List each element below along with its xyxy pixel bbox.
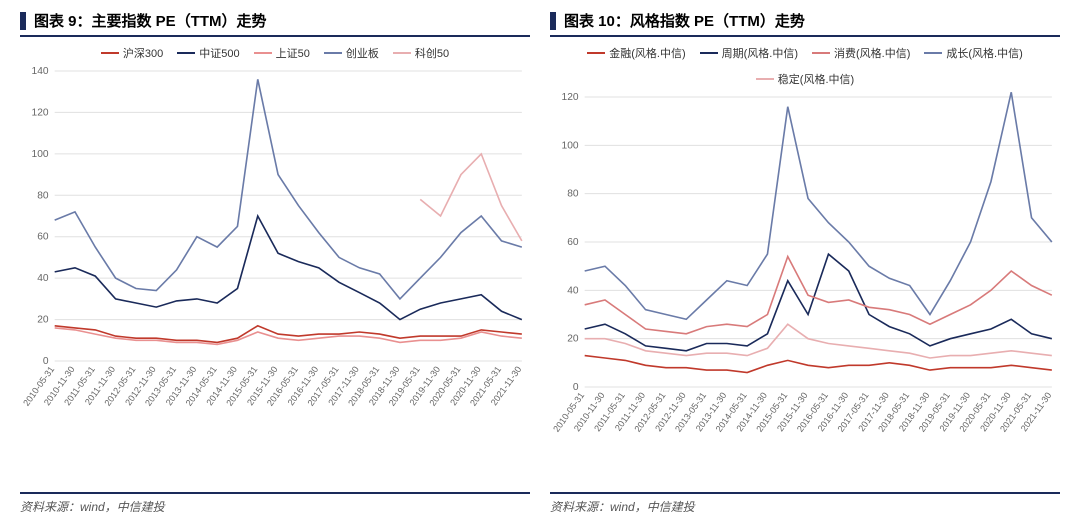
legend-swatch xyxy=(700,52,718,54)
svg-text:100: 100 xyxy=(32,149,49,160)
chart-title: 图表 10：风格指数 PE（TTM）走势 xyxy=(564,10,805,31)
series-line xyxy=(420,154,522,241)
legend-label: 周期(风格.中信) xyxy=(722,45,798,61)
title-bar: 图表 10：风格指数 PE（TTM）走势 xyxy=(550,10,1060,37)
series-line xyxy=(585,356,1052,373)
legend-item: 沪深300 xyxy=(101,45,163,61)
source-text: 资料来源：wind，中信建投 xyxy=(20,498,530,515)
series-line xyxy=(55,216,522,320)
chart-container-right: 金融(风格.中信) 周期(风格.中信) 消费(风格.中信) 成长(风格.中信) 稳定(风… xyxy=(550,45,1060,488)
svg-text:40: 40 xyxy=(567,285,579,296)
legend-swatch xyxy=(756,78,774,80)
series-line xyxy=(585,254,1052,351)
line-chart-left: 0204060801001201402010-05-312010-11-3020… xyxy=(20,65,530,445)
series-line xyxy=(585,257,1052,334)
chart-container-left: 沪深300中证500上证50创业板科创50 020406080100120140… xyxy=(20,45,530,488)
legend-item: 周期(风格.中信) xyxy=(700,45,798,61)
legend-item: 上证50 xyxy=(254,45,310,61)
panel-right: 图表 10：风格指数 PE（TTM）走势 金融(风格.中信) 周期(风格.中信) 消… xyxy=(550,10,1060,515)
legend-label: 科创50 xyxy=(415,45,449,61)
legend-label: 消费(风格.中信) xyxy=(834,45,910,61)
legend-swatch xyxy=(587,52,605,54)
legend-item: 成长(风格.中信) xyxy=(924,45,1022,61)
title-bar: 图表 9：主要指数 PE（TTM）走势 xyxy=(20,10,530,37)
legend-swatch xyxy=(101,52,119,54)
chart-title: 图表 9：主要指数 PE（TTM）走势 xyxy=(34,10,267,31)
legend-left: 沪深300 中证500 上证50 创业板 科创50 xyxy=(20,45,530,61)
svg-text:80: 80 xyxy=(567,189,579,200)
legend-label: 上证50 xyxy=(276,45,310,61)
title-accent xyxy=(20,12,26,30)
svg-text:100: 100 xyxy=(562,140,579,151)
legend-item: 消费(风格.中信) xyxy=(812,45,910,61)
svg-text:60: 60 xyxy=(37,232,49,243)
legend-item: 创业板 xyxy=(324,45,379,61)
svg-text:140: 140 xyxy=(32,66,49,77)
title-accent xyxy=(550,12,556,30)
legend-item: 金融(风格.中信) xyxy=(587,45,685,61)
svg-text:60: 60 xyxy=(567,237,579,248)
legend-label: 中证500 xyxy=(199,45,239,61)
series-line xyxy=(585,324,1052,358)
legend-label: 金融(风格.中信) xyxy=(609,45,685,61)
footer-left: 资料来源：wind，中信建投 xyxy=(20,492,530,515)
legend-swatch xyxy=(393,52,411,54)
line-chart-right: 0204060801001202010-05-312010-11-302011-… xyxy=(550,91,1060,471)
source-text: 资料来源：wind，中信建投 xyxy=(550,498,1060,515)
legend-swatch xyxy=(254,52,272,54)
legend-item: 中证500 xyxy=(177,45,239,61)
svg-text:120: 120 xyxy=(562,92,579,103)
legend-swatch xyxy=(812,52,830,54)
legend-swatch xyxy=(324,52,342,54)
svg-text:120: 120 xyxy=(32,108,49,119)
legend-label: 稳定(风格.中信) xyxy=(778,71,854,87)
legend-label: 沪深300 xyxy=(123,45,163,61)
legend-label: 成长(风格.中信) xyxy=(946,45,1022,61)
svg-text:20: 20 xyxy=(37,315,49,326)
legend-swatch xyxy=(924,52,942,54)
legend-swatch xyxy=(177,52,195,54)
panel-left: 图表 9：主要指数 PE（TTM）走势 沪深300 中证500 上证50 创业板 科创5… xyxy=(20,10,530,515)
svg-text:80: 80 xyxy=(37,190,49,201)
legend-item: 稳定(风格.中信) xyxy=(756,71,854,87)
footer-right: 资料来源：wind，中信建投 xyxy=(550,492,1060,515)
legend-item: 科创50 xyxy=(393,45,449,61)
svg-text:40: 40 xyxy=(37,273,49,284)
svg-text:20: 20 xyxy=(567,334,579,345)
legend-label: 创业板 xyxy=(346,45,379,61)
legend-right: 金融(风格.中信) 周期(风格.中信) 消费(风格.中信) 成长(风格.中信) 稳定(风… xyxy=(550,45,1060,87)
